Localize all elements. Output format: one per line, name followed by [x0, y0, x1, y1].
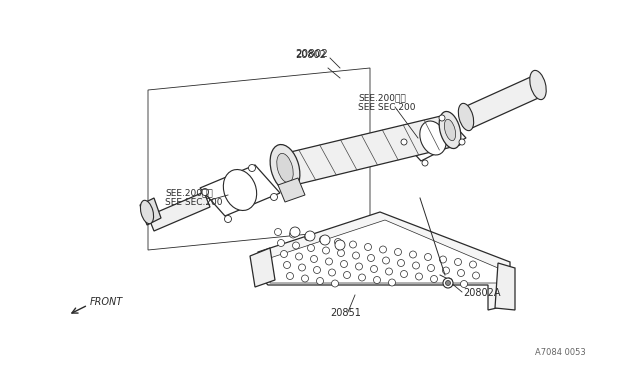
Text: 20802: 20802 — [295, 50, 326, 60]
Circle shape — [431, 276, 438, 282]
Circle shape — [415, 273, 422, 280]
Polygon shape — [250, 248, 275, 287]
Circle shape — [225, 215, 232, 222]
Ellipse shape — [276, 153, 293, 183]
Circle shape — [388, 279, 396, 286]
Ellipse shape — [223, 170, 257, 211]
Circle shape — [337, 250, 344, 257]
Polygon shape — [462, 75, 545, 128]
Ellipse shape — [444, 119, 456, 141]
Circle shape — [445, 280, 451, 285]
Circle shape — [284, 262, 291, 269]
Polygon shape — [400, 115, 466, 161]
Ellipse shape — [458, 103, 474, 131]
Circle shape — [413, 262, 419, 269]
Circle shape — [328, 269, 335, 276]
Ellipse shape — [439, 112, 461, 148]
Circle shape — [271, 193, 278, 201]
Circle shape — [459, 139, 465, 145]
Polygon shape — [200, 165, 280, 216]
Text: A7084 0053: A7084 0053 — [535, 348, 586, 357]
Circle shape — [422, 160, 428, 166]
Circle shape — [349, 241, 356, 248]
Circle shape — [401, 270, 408, 278]
Polygon shape — [495, 263, 515, 310]
Ellipse shape — [140, 200, 154, 224]
Circle shape — [367, 254, 374, 262]
Text: 20802A: 20802A — [463, 288, 500, 298]
Circle shape — [397, 260, 404, 266]
Circle shape — [445, 278, 452, 285]
Polygon shape — [140, 198, 161, 225]
Polygon shape — [278, 115, 460, 185]
Circle shape — [443, 278, 453, 288]
Polygon shape — [258, 212, 510, 310]
Circle shape — [248, 164, 255, 171]
Circle shape — [319, 236, 326, 243]
Text: SEE SEC.200: SEE SEC.200 — [165, 198, 223, 207]
Circle shape — [410, 251, 417, 258]
Circle shape — [424, 253, 431, 260]
Circle shape — [292, 242, 300, 249]
Circle shape — [394, 248, 401, 256]
Circle shape — [442, 267, 449, 274]
Polygon shape — [148, 192, 210, 231]
Circle shape — [440, 256, 447, 263]
Polygon shape — [148, 68, 370, 250]
Circle shape — [335, 238, 342, 246]
Text: 20851: 20851 — [330, 308, 361, 318]
Polygon shape — [278, 178, 305, 202]
Circle shape — [323, 247, 330, 254]
Text: SEE.200参照: SEE.200参照 — [358, 93, 406, 102]
Circle shape — [454, 259, 461, 266]
Circle shape — [344, 272, 351, 279]
Ellipse shape — [530, 70, 546, 100]
Circle shape — [275, 228, 282, 235]
Text: FRONT: FRONT — [90, 297, 124, 307]
Circle shape — [301, 275, 308, 282]
Circle shape — [380, 246, 387, 253]
Circle shape — [472, 272, 479, 279]
Circle shape — [461, 280, 467, 288]
Circle shape — [298, 264, 305, 271]
Circle shape — [439, 115, 445, 121]
Circle shape — [202, 189, 209, 196]
Circle shape — [310, 256, 317, 263]
Text: SEE.200参照: SEE.200参照 — [165, 188, 212, 197]
Circle shape — [289, 231, 296, 238]
Circle shape — [280, 250, 287, 257]
Circle shape — [355, 263, 362, 270]
Circle shape — [335, 240, 345, 250]
Circle shape — [374, 276, 381, 283]
Circle shape — [320, 235, 330, 245]
Circle shape — [287, 273, 294, 279]
Circle shape — [383, 257, 390, 264]
Circle shape — [305, 234, 312, 241]
Circle shape — [326, 258, 333, 265]
Ellipse shape — [420, 121, 446, 155]
Circle shape — [365, 244, 371, 250]
Circle shape — [458, 269, 465, 276]
Circle shape — [305, 231, 315, 241]
Circle shape — [470, 261, 477, 268]
Text: SEE SEC.200: SEE SEC.200 — [358, 103, 415, 112]
Circle shape — [401, 139, 407, 145]
Circle shape — [278, 240, 285, 247]
Circle shape — [358, 274, 365, 281]
Circle shape — [332, 280, 339, 287]
Circle shape — [290, 227, 300, 237]
Polygon shape — [270, 220, 498, 283]
Circle shape — [340, 260, 348, 267]
Circle shape — [317, 278, 323, 285]
Circle shape — [296, 253, 303, 260]
Circle shape — [307, 244, 314, 251]
Circle shape — [353, 252, 360, 259]
Circle shape — [385, 268, 392, 275]
Circle shape — [314, 266, 321, 273]
Text: 20802: 20802 — [295, 49, 328, 59]
Ellipse shape — [270, 145, 300, 192]
Circle shape — [371, 266, 378, 273]
Circle shape — [428, 264, 435, 272]
